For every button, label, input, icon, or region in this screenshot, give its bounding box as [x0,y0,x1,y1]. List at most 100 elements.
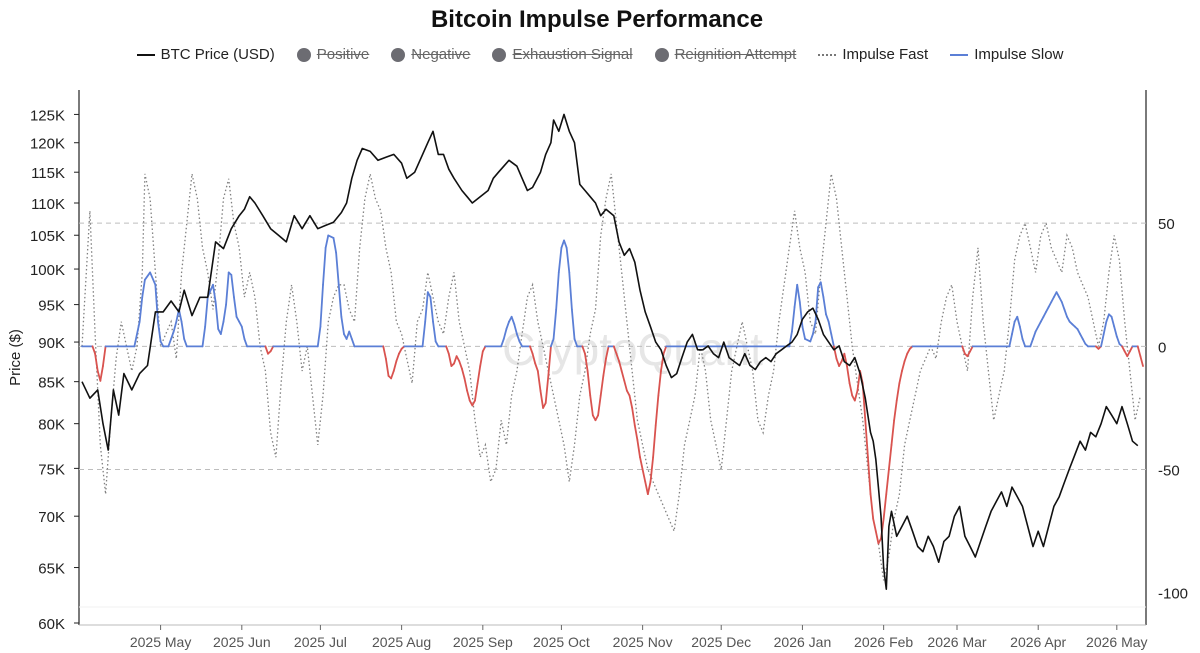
impulse-slow-positive-segment [1100,333,1105,348]
chart-legend: BTC Price (USD) Positive Negative Exhaustio… [0,46,1200,63]
impulse-slow-negative-segment [848,382,854,397]
impulse-slow-positive-segment [1047,301,1053,308]
impulse-slow-positive-segment [796,283,801,303]
impulse-slow-negative-segment [455,355,461,363]
left-tick-label: 65K [38,561,65,578]
impulse-slow-negative-segment [646,480,652,496]
left-tick-label: 60K [38,616,65,633]
impulse-slow-negative-segment [599,375,605,397]
impulse-slow-positive-segment [1066,315,1071,323]
impulse-slow-positive-segment [172,320,178,333]
impulse-slow-negative-segment [893,399,898,422]
impulse-slow-negative-segment [597,394,602,417]
impulse-slow-positive-segment [340,315,345,335]
impulse-slow-negative-segment [264,345,269,355]
impulse-slow-negative-segment [615,352,620,363]
impulse-slow-positive-segment [570,308,576,340]
impulse-slow-negative-segment [91,345,96,355]
impulse-slow-positive-segment [421,320,427,348]
impulse-slow-negative-segment [835,357,841,367]
legend-swatch-icon [492,47,507,62]
legend-item-impulse-slow[interactable]: Impulse Slow [950,46,1063,63]
impulse-slow-negative-segment [602,357,607,377]
impulse-slow-negative-segment [906,347,911,355]
legend-item-impulse-fast[interactable]: Impulse Fast [818,46,928,63]
impulse-slow-negative-segment [544,375,550,404]
impulse-slow-negative-segment [887,443,893,471]
impulse-slow-negative-segment [867,456,872,496]
impulse-slow-positive-segment [183,338,188,348]
impulse-slow-negative-segment [581,345,586,355]
impulse-slow-positive-segment [557,246,563,274]
impulse-slow-negative-segment [474,382,479,402]
legend-swatch-icon [950,53,969,56]
impulse-slow-positive-segment [1008,333,1013,348]
legend-label: BTC Price (USD) [160,46,275,63]
legend-label: Negative [411,46,471,63]
impulse-slow-negative-segment [1129,345,1134,353]
impulse-slow-positive-segment [1039,315,1045,323]
x-tick-label: 2025 Aug [372,634,431,650]
legend-swatch-icon [818,53,837,56]
impulse-slow-positive-segment [502,328,508,340]
x-tick-label: 2025 Jun [213,634,271,650]
impulse-slow-positive-segment [1045,306,1050,313]
impulse-slow-positive-segment [552,308,558,340]
impulse-slow-positive-segment [432,320,437,343]
impulse-slow-positive-segment [1105,313,1110,323]
impulse-slow-positive-segment [1018,325,1024,340]
impulse-slow-positive-segment [222,303,227,323]
impulse-slow-negative-segment [542,402,547,409]
legend-item-reignition-attempt[interactable]: Reignition Attempt [654,46,796,63]
left-tick-label: 125K [30,107,65,124]
left-tick-label: 100K [30,262,65,279]
impulse-slow-negative-segment [623,379,628,392]
right-tick-label: 0 [1158,339,1166,356]
impulse-slow-positive-segment [793,283,799,308]
left-tick-label: 70K [38,509,65,526]
impulse-slow-positive-segment [240,325,246,340]
impulse-slow-negative-segment [476,365,482,385]
impulse-slow-positive-segment [1063,308,1068,318]
legend-item-negative[interactable]: Negative [391,46,470,63]
impulse-slow-positive-segment [1034,325,1040,333]
left-tick-label: 110K [31,196,65,213]
x-tick-label: 2026 Feb [854,634,913,650]
impulse-slow-negative-segment [395,352,400,363]
impulse-slow-positive-segment [157,320,162,343]
legend-item-exhaustion-signal[interactable]: Exhaustion Signal [492,46,633,63]
impulse-slow-negative-segment [1136,345,1142,358]
impulse-slow-negative-segment [589,394,594,417]
impulse-slow-positive-segment [434,340,440,348]
impulse-slow-negative-segment [466,389,471,402]
impulse-slow-positive-segment [233,296,238,318]
left-tick-label: 120K [30,136,65,153]
legend-item-btc-price-usd[interactable]: BTC Price (USD) [136,46,275,63]
impulse-slow-negative-segment [903,352,909,363]
impulse-slow-negative-segment [874,530,880,545]
impulse-slow-negative-segment [398,347,403,355]
impulse-slow-negative-segment [628,394,634,409]
impulse-slow-negative-segment [586,370,592,397]
impulse-slow-positive-segment [804,338,812,343]
impulse-slow-positive-segment [1029,338,1034,348]
impulse-slow-negative-segment [649,456,655,483]
impulse-slow-positive-segment [568,271,573,311]
legend-swatch-icon [391,47,406,62]
impulse-slow-negative-segment [471,399,476,407]
impulse-slow-negative-segment [853,389,859,402]
impulse-slow-negative-segment [631,407,636,427]
impulse-slow-negative-segment [882,493,888,520]
impulse-slow-negative-segment [463,377,469,392]
impulse-slow-negative-segment [872,517,877,532]
impulse-slow-negative-segment [639,456,644,471]
impulse-slow-positive-segment [143,271,152,281]
impulse-slow-negative-segment [626,389,631,397]
legend-item-positive[interactable]: Positive [296,46,369,63]
left-tick-label: 80K [38,417,65,434]
impulse-slow-negative-segment [832,345,838,360]
impulse-slow-positive-segment [138,296,144,323]
impulse-slow-positive-segment [335,251,340,286]
impulse-slow-negative-segment [458,360,463,370]
series-btc-price [81,113,1139,591]
